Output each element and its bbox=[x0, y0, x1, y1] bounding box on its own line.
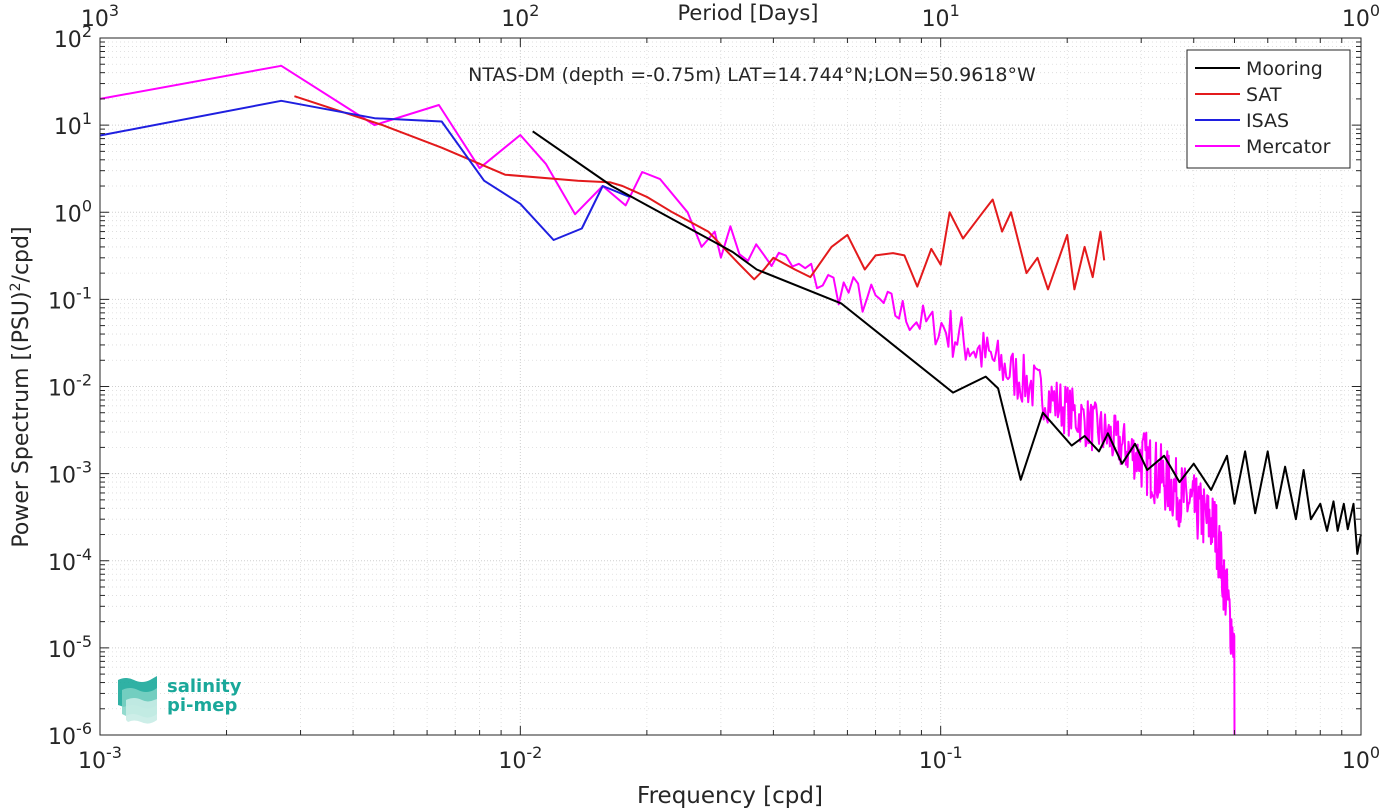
legend-items: Mooring SAT ISAS Mercator bbox=[1195, 58, 1331, 158]
y-tick-label-exp: -4 bbox=[76, 545, 92, 564]
y-tick-label-base: 10 bbox=[54, 202, 82, 227]
y-tick-label-base: 10 bbox=[54, 115, 82, 140]
legend-label-mercator: Mercator bbox=[1246, 136, 1331, 158]
series-layer bbox=[99, 64, 1362, 736]
y-tick-label-base: 10 bbox=[48, 289, 76, 314]
x-tick-label-base: 10 bbox=[498, 749, 526, 774]
y-tick-label-exp: 1 bbox=[82, 109, 92, 128]
x-tick-label-exp: -1 bbox=[947, 743, 963, 762]
x-tick-label: 10-2 bbox=[498, 743, 542, 774]
y-tick-label: 10-3 bbox=[48, 458, 92, 489]
legend: Mooring SAT ISAS Mercator bbox=[1186, 49, 1351, 169]
top-tick-label-base: 10 bbox=[81, 7, 109, 32]
y-tick-label-base: 10 bbox=[48, 638, 76, 663]
legend-label-mooring: Mooring bbox=[1246, 58, 1323, 80]
salinity-pi-mep-logo: salinity pi-mep bbox=[118, 676, 242, 724]
top-tick-label-base: 10 bbox=[501, 7, 529, 32]
y-tick-label-exp: 2 bbox=[82, 22, 92, 41]
x-tick-label: 100 bbox=[1342, 743, 1380, 774]
x-axis-label: Frequency [cpd] bbox=[637, 783, 823, 809]
x-tick-label-exp: -3 bbox=[106, 743, 122, 762]
x-tick-label: 10-3 bbox=[78, 743, 122, 774]
x-tick-labels: 10-3 10-2 10-1 100 bbox=[78, 743, 1380, 774]
y-tick-label-base: 10 bbox=[48, 551, 76, 576]
y-tick-label: 100 bbox=[54, 196, 92, 227]
x-tick-label: 10-1 bbox=[919, 743, 963, 774]
y-tick-label-exp: -2 bbox=[76, 371, 92, 390]
minor-grid bbox=[100, 38, 1361, 735]
x-tick-label-base: 10 bbox=[919, 749, 947, 774]
y-tick-label: 101 bbox=[54, 109, 92, 140]
y-tick-label-base: 10 bbox=[48, 464, 76, 489]
top-tick-label: 102 bbox=[501, 1, 539, 32]
x-tick-label-exp: 0 bbox=[1370, 743, 1380, 762]
top-tick-label-exp: 1 bbox=[950, 1, 960, 20]
top-axis-label: Period [Days] bbox=[678, 1, 819, 25]
y-tick-label: 10-4 bbox=[48, 545, 92, 576]
x-tick-label-exp: -2 bbox=[526, 743, 542, 762]
chart-title: NTAS-DM (depth =-0.75m) LAT=14.744°N;LON… bbox=[468, 64, 1036, 86]
y-tick-label: 102 bbox=[54, 22, 92, 53]
tick-marks bbox=[99, 37, 1362, 736]
y-tick-label-exp: -1 bbox=[76, 283, 92, 302]
y-tick-label: 10-2 bbox=[48, 371, 92, 402]
y-tick-label: 10-1 bbox=[48, 283, 92, 314]
top-tick-labels: 103 102 101 100 bbox=[81, 1, 1380, 32]
legend-box bbox=[1186, 49, 1351, 169]
y-axis-label: Power Spectrum [(PSU)2/cpd] bbox=[8, 226, 34, 547]
y-tick-label-exp: -3 bbox=[76, 458, 92, 477]
y-axis-label-sup: 2 bbox=[8, 282, 24, 291]
y-tick-label-exp: -6 bbox=[76, 719, 92, 738]
x-tick-label-base: 10 bbox=[78, 749, 106, 774]
top-tick-label-base: 10 bbox=[922, 7, 950, 32]
y-tick-label-exp: 0 bbox=[82, 196, 92, 215]
series-line-sat bbox=[294, 95, 1106, 291]
y-tick-label-base: 10 bbox=[48, 725, 76, 750]
top-tick-label-exp: 3 bbox=[109, 1, 119, 20]
top-tick-label: 101 bbox=[922, 1, 960, 32]
y-axis-label-main: Power Spectrum [(PSU) bbox=[9, 291, 34, 547]
y-tick-label: 10-5 bbox=[48, 632, 92, 663]
y-axis-label-tail: /cpd] bbox=[9, 226, 34, 282]
y-tick-label: 10-6 bbox=[48, 719, 92, 750]
top-tick-label-exp: 0 bbox=[1370, 1, 1380, 20]
y-tick-label-exp: -5 bbox=[76, 632, 92, 651]
top-tick-label: 100 bbox=[1342, 1, 1380, 32]
series-line-isas bbox=[99, 99, 631, 241]
legend-label-sat: SAT bbox=[1246, 84, 1282, 106]
series-line-mercator bbox=[99, 64, 1236, 736]
legend-label-isas: ISAS bbox=[1246, 110, 1289, 132]
top-tick-label-exp: 2 bbox=[529, 1, 539, 20]
logo-graphic-icon bbox=[118, 676, 157, 724]
x-tick-label-base: 10 bbox=[1342, 749, 1370, 774]
logo-text-line2: pi-mep bbox=[167, 695, 237, 716]
y-tick-label-base: 10 bbox=[48, 377, 76, 402]
top-tick-label-base: 10 bbox=[1342, 7, 1370, 32]
y-tick-label-base: 10 bbox=[54, 28, 82, 53]
series-line-mooring bbox=[532, 130, 1362, 555]
logo-text-line1: salinity bbox=[167, 676, 242, 697]
top-tick-label: 103 bbox=[81, 1, 119, 32]
